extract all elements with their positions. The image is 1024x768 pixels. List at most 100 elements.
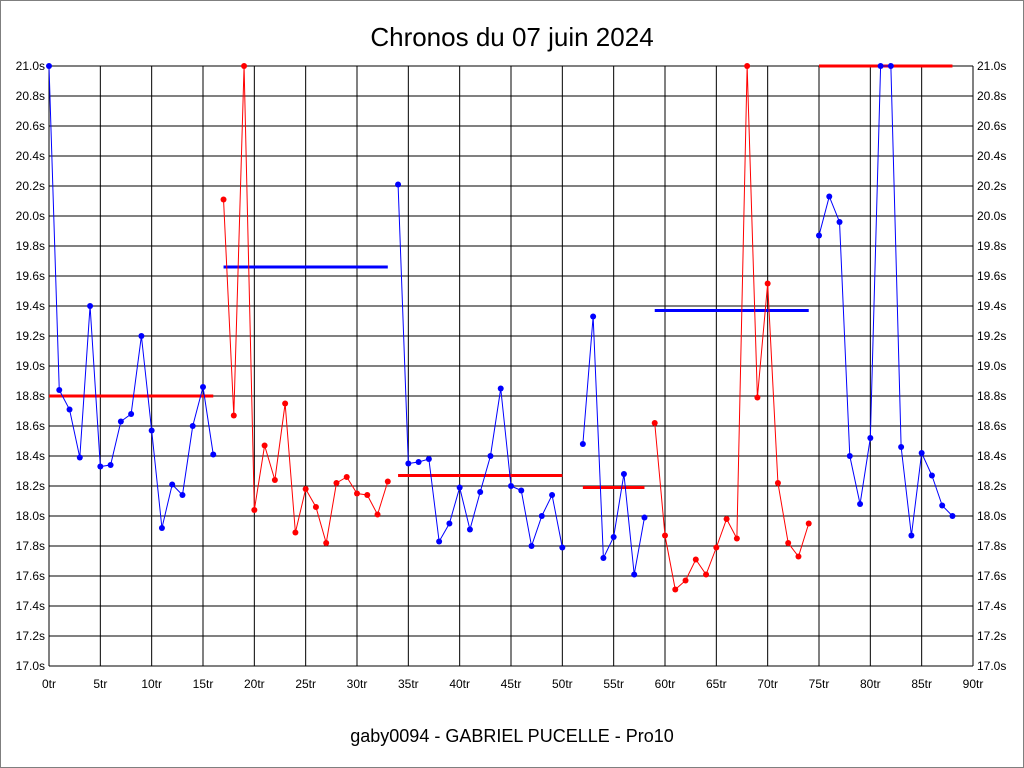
x-tick-label: 25tr — [295, 677, 316, 691]
stint-2-point — [271, 477, 278, 483]
y-tick-label: 17.2s — [977, 629, 1006, 643]
y-tick-label: 19.4s — [977, 299, 1006, 313]
y-tick-label: 17.4s — [977, 599, 1006, 613]
stint-1-point — [117, 418, 124, 425]
stint-6-point — [846, 453, 853, 459]
y-tick-label: 17.2s — [16, 629, 45, 643]
stint-1-point — [97, 463, 104, 470]
y-tick-label: 18.4s — [16, 449, 45, 463]
stint-2-point — [220, 196, 227, 203]
stint-6-point — [857, 501, 864, 507]
y-tick-label: 18.0s — [977, 509, 1006, 523]
stint-4-point — [610, 534, 617, 540]
stint-2-point — [302, 486, 309, 492]
stint-1-point — [148, 427, 155, 434]
stint-2-point — [374, 511, 381, 518]
y-tick-label: 19.4s — [16, 299, 45, 313]
stint-5-point — [785, 540, 792, 546]
stint-5-point — [733, 535, 740, 542]
stint-3-point — [415, 459, 422, 465]
y-tick-label: 17.4s — [16, 599, 45, 613]
x-tick-label: 45tr — [501, 677, 522, 691]
stint-6-point — [867, 435, 874, 441]
stint-4-point — [631, 571, 638, 578]
stint-6-point — [826, 193, 833, 200]
y-tick-label: 21.0s — [16, 59, 45, 73]
stint-3-point — [425, 456, 432, 462]
stint-1-line — [48, 65, 214, 529]
stint-5-point — [662, 532, 668, 539]
stint-3-point — [518, 487, 525, 494]
stint-6-point — [898, 444, 905, 450]
y-tick-label: 17.0s — [977, 659, 1006, 673]
x-tick-label: 90tr — [963, 677, 984, 691]
x-tick-label: 5tr — [93, 677, 107, 691]
y-axis-right: 17.0s 17.2s 17.4s 17.6s 17.8s 18.0s 18.2s 18.4s… — [977, 59, 1006, 673]
series-points — [46, 63, 956, 593]
stint-2-point — [282, 400, 289, 407]
stint-1-point — [56, 387, 63, 393]
stint-2-point — [261, 442, 268, 449]
stint-5-point — [744, 63, 751, 69]
chart-subtitle: gaby0094 - GABRIEL PUCELLE - Pro10 — [350, 726, 674, 746]
grid — [48, 65, 974, 667]
stint-6-point — [928, 472, 935, 479]
x-tick-label: 35tr — [398, 677, 419, 691]
y-tick-label: 17.6s — [16, 569, 45, 583]
stint-5-point — [764, 280, 771, 287]
stint-2-point — [343, 474, 350, 480]
y-tick-label: 21.0s — [977, 59, 1006, 73]
stint-5-point — [713, 544, 720, 551]
y-tick-label: 18.4s — [977, 449, 1006, 463]
stint-3-point — [456, 484, 463, 491]
x-tick-label: 15tr — [193, 677, 214, 691]
y-axis-left: 17.0s 17.2s 17.4s 17.6s 17.8s 18.0s 18.2s 18.4s… — [16, 59, 45, 673]
stint-1-point — [87, 303, 94, 309]
stint-1-point — [107, 462, 114, 468]
x-tick-label: 55tr — [603, 677, 624, 691]
stint-4-point — [600, 555, 607, 561]
x-axis: 0tr 5tr 10tr 15tr 20tr 25tr 30tr 35tr 40tr 45tr 50… — [42, 677, 983, 691]
stint-2-point — [323, 540, 330, 546]
stint-5-point — [703, 571, 710, 578]
x-tick-label: 60tr — [655, 677, 676, 691]
y-tick-label: 19.6s — [977, 269, 1006, 283]
y-tick-label: 17.8s — [977, 539, 1006, 553]
y-tick-label: 20.4s — [977, 149, 1006, 163]
y-tick-label: 20.8s — [977, 89, 1006, 103]
stint-3-point — [446, 520, 453, 527]
y-tick-label: 20.2s — [977, 179, 1006, 193]
y-tick-label: 18.6s — [977, 419, 1006, 433]
y-tick-label: 18.0s — [16, 509, 45, 523]
stint-6-point — [908, 532, 915, 539]
stint-1-point — [210, 451, 217, 458]
stint-3-point — [405, 460, 412, 467]
x-tick-label: 50tr — [552, 677, 573, 691]
stint-3-point — [395, 181, 402, 188]
y-tick-label: 19.8s — [16, 239, 45, 253]
stint-6-point — [949, 513, 956, 519]
stint-5-point — [723, 516, 730, 522]
y-tick-label: 20.8s — [16, 89, 45, 103]
stint-1-point — [169, 481, 176, 488]
stint-2-point — [251, 507, 258, 513]
x-tick-label: 75tr — [809, 677, 830, 691]
y-tick-label: 20.6s — [977, 119, 1006, 133]
stint-3-point — [487, 453, 494, 459]
stint-5-point — [774, 480, 781, 486]
y-tick-label: 20.0s — [16, 209, 45, 223]
stint-6-line — [818, 65, 953, 536]
stint-6-point — [816, 232, 822, 239]
stint-1-point — [158, 525, 165, 531]
stint-5-point — [672, 586, 679, 593]
y-tick-label: 17.8s — [16, 539, 45, 553]
x-tick-label: 65tr — [706, 677, 727, 691]
x-tick-label: 30tr — [347, 677, 368, 691]
stint-1-point — [179, 492, 186, 498]
stint-3-point — [436, 538, 443, 545]
stint-5-point — [651, 420, 658, 426]
y-tick-label: 20.6s — [16, 119, 45, 133]
stint-4-point — [590, 313, 597, 320]
stint-1-point — [66, 406, 73, 413]
